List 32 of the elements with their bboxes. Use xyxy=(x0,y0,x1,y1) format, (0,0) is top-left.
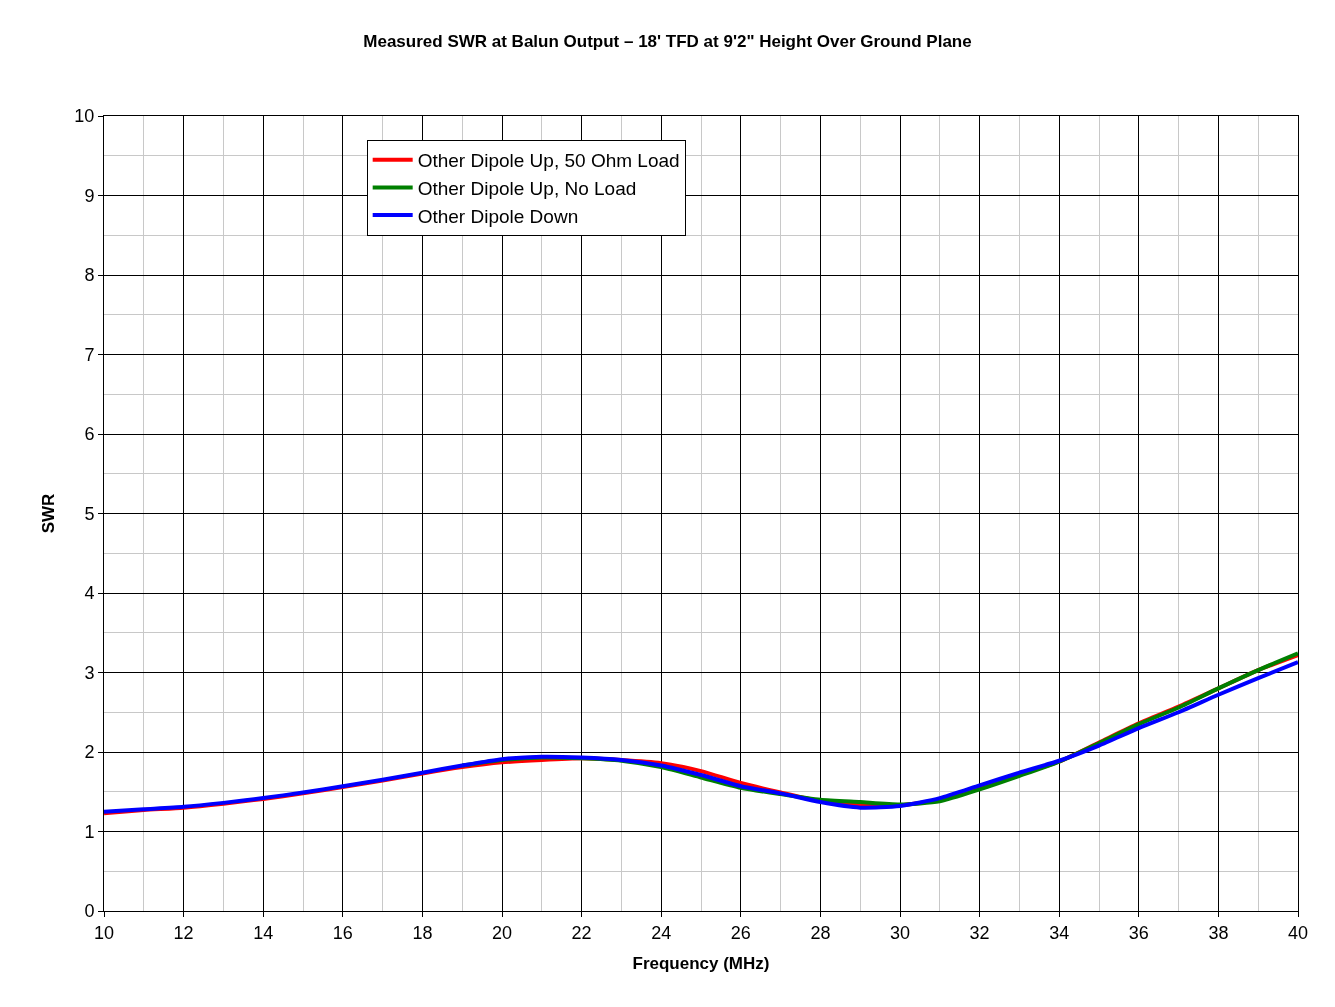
y-tick-label: 8 xyxy=(84,265,95,286)
x-tick-label: 20 xyxy=(491,922,513,943)
y-tick-label: 4 xyxy=(84,583,95,604)
x-tick-label: 34 xyxy=(1049,922,1070,943)
x-tick-label: 28 xyxy=(810,922,831,943)
x-tick-label: 38 xyxy=(1208,922,1229,943)
x-tick-label: 40 xyxy=(1287,922,1309,943)
x-axis-title: Frequency (MHz) xyxy=(632,954,770,973)
y-tick-label: 7 xyxy=(84,344,95,365)
x-tick-label: 26 xyxy=(730,922,751,943)
x-tick-label: 16 xyxy=(332,922,353,943)
x-tick-label: 24 xyxy=(651,922,672,943)
legend-label: Other Dipole Up, 50 Ohm Load xyxy=(417,150,680,172)
x-tick-label: 18 xyxy=(412,922,433,943)
x-tick-label: 32 xyxy=(969,922,990,943)
y-tick-label: 10 xyxy=(74,106,95,127)
y-axis-title: SWR xyxy=(38,493,58,534)
y-tick-label: 2 xyxy=(84,742,95,763)
y-tick-label: 9 xyxy=(84,185,95,206)
y-tick-label: 5 xyxy=(84,503,95,524)
x-tick-label: 36 xyxy=(1128,922,1149,943)
legend-label: Other Dipole Up, No Load xyxy=(417,177,637,199)
chart-title: Measured SWR at Balun Output – 18' TFD at 9'2" Height Over Ground Plane xyxy=(363,32,972,52)
x-tick-label: 12 xyxy=(173,922,194,943)
y-tick-label: 0 xyxy=(84,901,95,922)
x-tick-label: 22 xyxy=(571,922,592,943)
y-tick-label: 3 xyxy=(84,662,95,683)
y-tick-label: 1 xyxy=(84,821,95,842)
y-tick-label: 6 xyxy=(84,424,95,445)
x-tick-label: 14 xyxy=(253,922,274,943)
legend-label: Other Dipole Down xyxy=(417,205,579,227)
x-tick-label: 30 xyxy=(889,922,911,943)
